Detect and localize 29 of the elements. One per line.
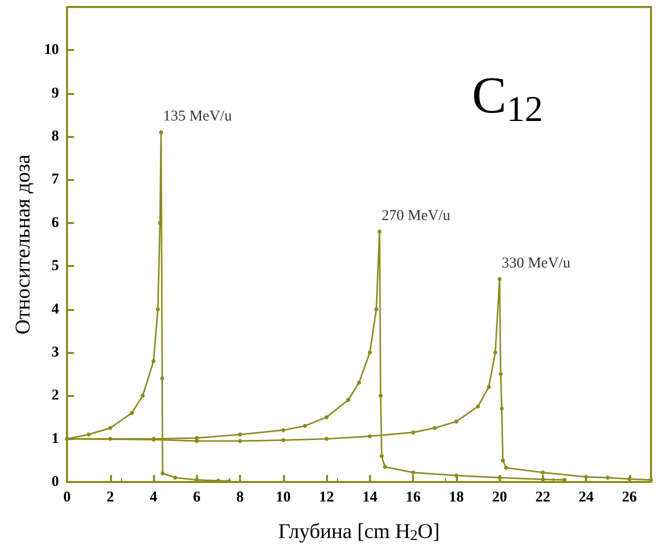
annotation: 330 MeV/u [502,256,571,272]
x-tick-label: 16 [406,490,422,506]
y-tick-label: 6 [52,214,60,231]
x-tick-label: 2 [106,490,114,506]
x-tick-label: 6 [193,490,202,506]
annotation: 270 MeV/u [382,208,451,224]
y-tick-label: 9 [52,85,59,102]
x-tick-label: 22 [535,490,550,506]
y-tick-label: 4 [52,301,60,318]
x-tick-label: 20 [492,490,508,506]
y-tick-label: 10 [44,42,59,58]
annotation: 135 MeV/u [163,108,232,125]
y-tick-label: 8 [52,128,59,145]
y-tick-label: 7 [52,172,60,188]
x-tick-label: 8 [236,490,244,506]
x-tick-label: 0 [63,490,71,506]
y-tick-label: 1 [52,430,59,447]
y-tick-label: 3 [52,344,59,360]
x-tick-label: 14 [362,490,378,506]
x-tick-label: 10 [276,490,291,506]
x-tick-label: 26 [622,490,638,506]
x-tick-label: 4 [150,490,158,506]
x-tick-label: 24 [578,490,594,506]
y-tick-label: 5 [52,258,59,274]
y-tick-label: 0 [52,474,59,490]
y-tick-label: 2 [52,388,59,404]
x-tick-label: 12 [319,490,334,506]
y-axis-title: Относительная доза [10,154,34,334]
x-tick-label: 18 [448,490,464,506]
